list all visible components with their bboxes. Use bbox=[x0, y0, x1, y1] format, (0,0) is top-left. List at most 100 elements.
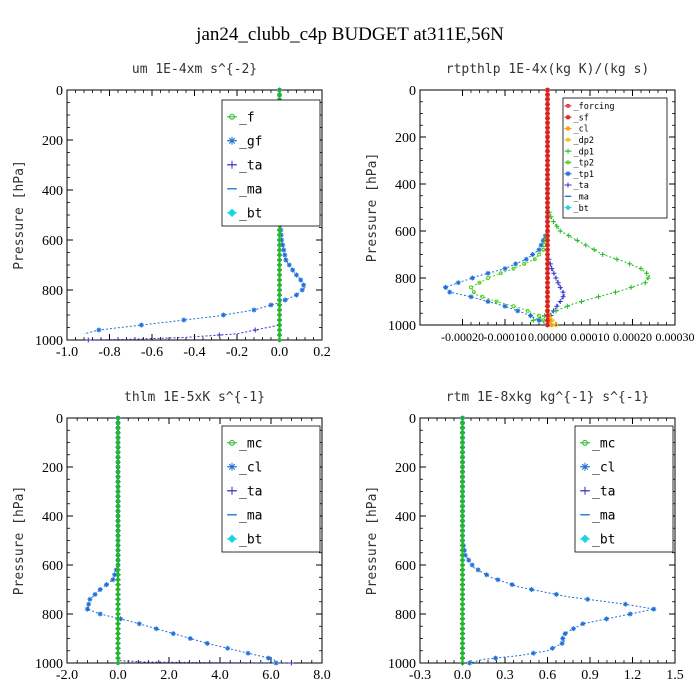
legend-label: _ta bbox=[239, 159, 262, 174]
x-tick-label: 0.0 bbox=[271, 345, 289, 360]
legend-label: _gf bbox=[239, 135, 262, 150]
data-point bbox=[460, 469, 465, 474]
data-point bbox=[545, 308, 550, 313]
data-point bbox=[549, 645, 555, 651]
data-point bbox=[460, 514, 465, 518]
data-point bbox=[290, 267, 296, 273]
legend-label: _ma bbox=[574, 193, 589, 203]
data-point bbox=[554, 323, 558, 327]
data-point bbox=[116, 504, 120, 509]
legend-label: _tp1 bbox=[574, 170, 594, 180]
data-point bbox=[277, 333, 282, 337]
data-point bbox=[460, 509, 465, 514]
data-point bbox=[460, 626, 465, 631]
data-point bbox=[447, 289, 453, 295]
data-point bbox=[545, 210, 550, 215]
data-point bbox=[116, 651, 120, 656]
series-line-tp2 bbox=[470, 90, 548, 326]
data-point bbox=[554, 223, 560, 229]
data-point bbox=[116, 474, 120, 479]
panel-1: um 1E-4xm s^{-2} Pressure [hPa] 0 200 400 600… bbox=[12, 62, 331, 360]
x-tick-label: 0.3 bbox=[496, 668, 514, 683]
data-point bbox=[460, 435, 465, 440]
data-point bbox=[216, 332, 222, 338]
data-point bbox=[471, 290, 476, 295]
data-point bbox=[116, 440, 120, 445]
data-point bbox=[495, 577, 501, 583]
x-tick-label: 0.00030 bbox=[656, 330, 695, 344]
data-point bbox=[277, 243, 282, 247]
data-point bbox=[460, 489, 465, 494]
data-point bbox=[97, 587, 103, 592]
data-point bbox=[116, 548, 120, 553]
data-point bbox=[545, 149, 550, 154]
legend: _f _gf _ta _ma _bt bbox=[221, 99, 321, 227]
data-point bbox=[116, 533, 120, 538]
panel-2: rtpthlp 1E-4x(kg K)/(kg s) Pressure [hPa]… bbox=[365, 62, 695, 344]
data-point bbox=[116, 445, 120, 450]
y-tick-label: 600 bbox=[395, 559, 416, 574]
data-point bbox=[460, 440, 465, 445]
data-point bbox=[545, 92, 550, 97]
data-point bbox=[553, 591, 559, 597]
data-point bbox=[460, 445, 465, 450]
legend-box bbox=[562, 97, 668, 219]
x-tick-label: -0.00020 bbox=[441, 330, 484, 344]
data-point bbox=[547, 317, 553, 323]
data-point bbox=[277, 338, 282, 342]
y-axis-label: Pressure [hPa] bbox=[365, 486, 380, 596]
data-point bbox=[468, 294, 474, 300]
y-tick-label: 1000 bbox=[35, 334, 63, 349]
data-point bbox=[613, 289, 618, 295]
data-point bbox=[460, 563, 465, 567]
data-point bbox=[116, 469, 120, 474]
data-point bbox=[116, 465, 120, 469]
data-point bbox=[545, 247, 550, 252]
data-point bbox=[116, 641, 120, 646]
data-point bbox=[282, 297, 288, 303]
data-point bbox=[277, 313, 282, 317]
x-tick-label: -0.2 bbox=[226, 345, 248, 360]
data-point bbox=[553, 308, 559, 314]
y-tick-label: 400 bbox=[395, 178, 416, 193]
data-point bbox=[460, 616, 465, 621]
x-tick-label: 2.0 bbox=[160, 668, 178, 683]
y-tick-label: 800 bbox=[395, 272, 416, 287]
data-point bbox=[562, 631, 568, 637]
data-point bbox=[553, 275, 559, 281]
data-point bbox=[486, 276, 490, 280]
legend-marker bbox=[228, 462, 236, 471]
legend-box bbox=[574, 425, 674, 553]
x-tick-label: -0.00010 bbox=[484, 330, 527, 344]
y-tick-label: 0 bbox=[56, 84, 63, 99]
data-point bbox=[545, 191, 550, 196]
data-point bbox=[225, 645, 231, 651]
data-point bbox=[280, 242, 286, 248]
data-point bbox=[460, 602, 465, 607]
data-point bbox=[550, 219, 556, 225]
data-point bbox=[523, 256, 529, 262]
data-point bbox=[116, 538, 120, 543]
y-axis-label: Pressure [hPa] bbox=[365, 153, 380, 263]
data-point bbox=[116, 435, 120, 440]
data-point bbox=[277, 258, 282, 262]
data-point bbox=[460, 420, 465, 425]
data-point bbox=[116, 518, 120, 523]
data-point bbox=[116, 460, 120, 465]
legend-marker bbox=[565, 148, 571, 154]
data-point bbox=[170, 631, 176, 637]
data-point bbox=[494, 299, 499, 304]
data-point bbox=[277, 253, 282, 257]
data-point bbox=[545, 214, 550, 219]
data-point bbox=[502, 303, 508, 309]
data-point bbox=[116, 420, 120, 425]
data-point bbox=[277, 293, 282, 297]
legend-label: _dp1 bbox=[574, 147, 594, 157]
data-point bbox=[116, 587, 120, 592]
data-point bbox=[545, 120, 550, 125]
data-point bbox=[460, 518, 465, 523]
data-point bbox=[538, 242, 544, 248]
data-point bbox=[252, 327, 258, 333]
legend-label: _bt bbox=[574, 204, 589, 214]
legend-marker bbox=[581, 486, 589, 495]
